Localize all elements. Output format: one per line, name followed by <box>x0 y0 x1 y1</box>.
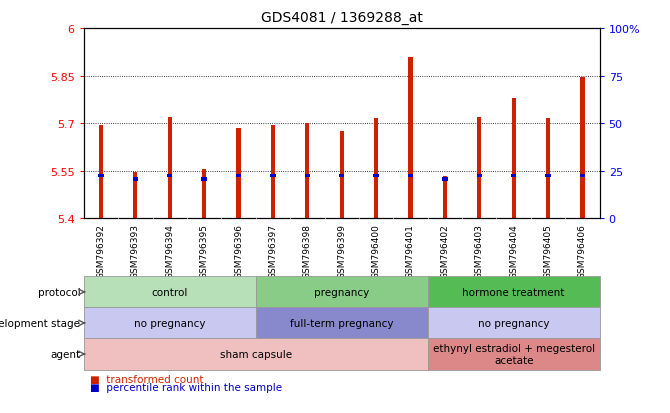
Bar <box>443 176 447 219</box>
Text: GSM796404: GSM796404 <box>509 223 518 278</box>
Bar <box>305 174 310 178</box>
Bar <box>580 174 585 178</box>
Text: no pregnancy: no pregnancy <box>134 318 206 328</box>
Text: no pregnancy: no pregnancy <box>478 318 549 328</box>
Bar <box>306 124 310 219</box>
Bar <box>546 119 550 219</box>
Text: GSM796402: GSM796402 <box>440 223 450 278</box>
Text: hormone treatment: hormone treatment <box>462 287 565 297</box>
Bar <box>476 174 482 178</box>
Text: GSM796393: GSM796393 <box>131 223 140 278</box>
Text: GSM796399: GSM796399 <box>337 223 346 278</box>
Text: GSM796396: GSM796396 <box>234 223 243 278</box>
Text: GSM796395: GSM796395 <box>200 223 208 278</box>
Text: GSM796394: GSM796394 <box>165 223 174 278</box>
Text: GSM796398: GSM796398 <box>303 223 312 278</box>
Bar <box>340 132 344 219</box>
Bar <box>408 174 413 178</box>
Bar <box>512 99 516 219</box>
Text: GSM796400: GSM796400 <box>372 223 381 278</box>
Bar <box>168 118 172 219</box>
Text: sham capsule: sham capsule <box>220 349 291 359</box>
Text: pregnancy: pregnancy <box>314 287 369 297</box>
Text: agent: agent <box>50 349 80 359</box>
Text: GSM796397: GSM796397 <box>269 223 277 278</box>
Bar <box>271 126 275 219</box>
Bar <box>511 174 517 178</box>
Title: GDS4081 / 1369288_at: GDS4081 / 1369288_at <box>261 11 423 25</box>
Text: GSM796401: GSM796401 <box>406 223 415 278</box>
Bar <box>409 57 413 219</box>
Bar <box>202 170 206 219</box>
Text: GSM796405: GSM796405 <box>543 223 553 278</box>
Text: GSM796406: GSM796406 <box>578 223 587 278</box>
Bar <box>477 118 481 219</box>
Bar <box>339 174 344 178</box>
Bar <box>133 178 138 181</box>
Bar <box>133 173 137 219</box>
Bar <box>545 174 551 178</box>
Bar <box>373 174 379 178</box>
Bar <box>442 178 448 181</box>
Bar <box>99 126 103 219</box>
Bar <box>167 174 172 178</box>
Bar <box>98 174 104 178</box>
Text: protocol: protocol <box>38 287 80 297</box>
Text: ethynyl estradiol + megesterol
acetate: ethynyl estradiol + megesterol acetate <box>433 343 595 365</box>
Bar <box>236 174 241 178</box>
Text: full-term pregnancy: full-term pregnancy <box>290 318 393 328</box>
Bar <box>202 178 207 181</box>
Text: ■  transformed count: ■ transformed count <box>90 374 204 384</box>
Bar <box>237 128 241 219</box>
Bar <box>374 119 378 219</box>
Text: ■  percentile rank within the sample: ■ percentile rank within the sample <box>90 382 283 392</box>
Text: control: control <box>151 287 188 297</box>
Text: GSM796403: GSM796403 <box>475 223 484 278</box>
Bar <box>270 174 275 178</box>
Bar <box>580 78 584 219</box>
Text: GSM796392: GSM796392 <box>96 223 105 278</box>
Text: development stage: development stage <box>0 318 80 328</box>
